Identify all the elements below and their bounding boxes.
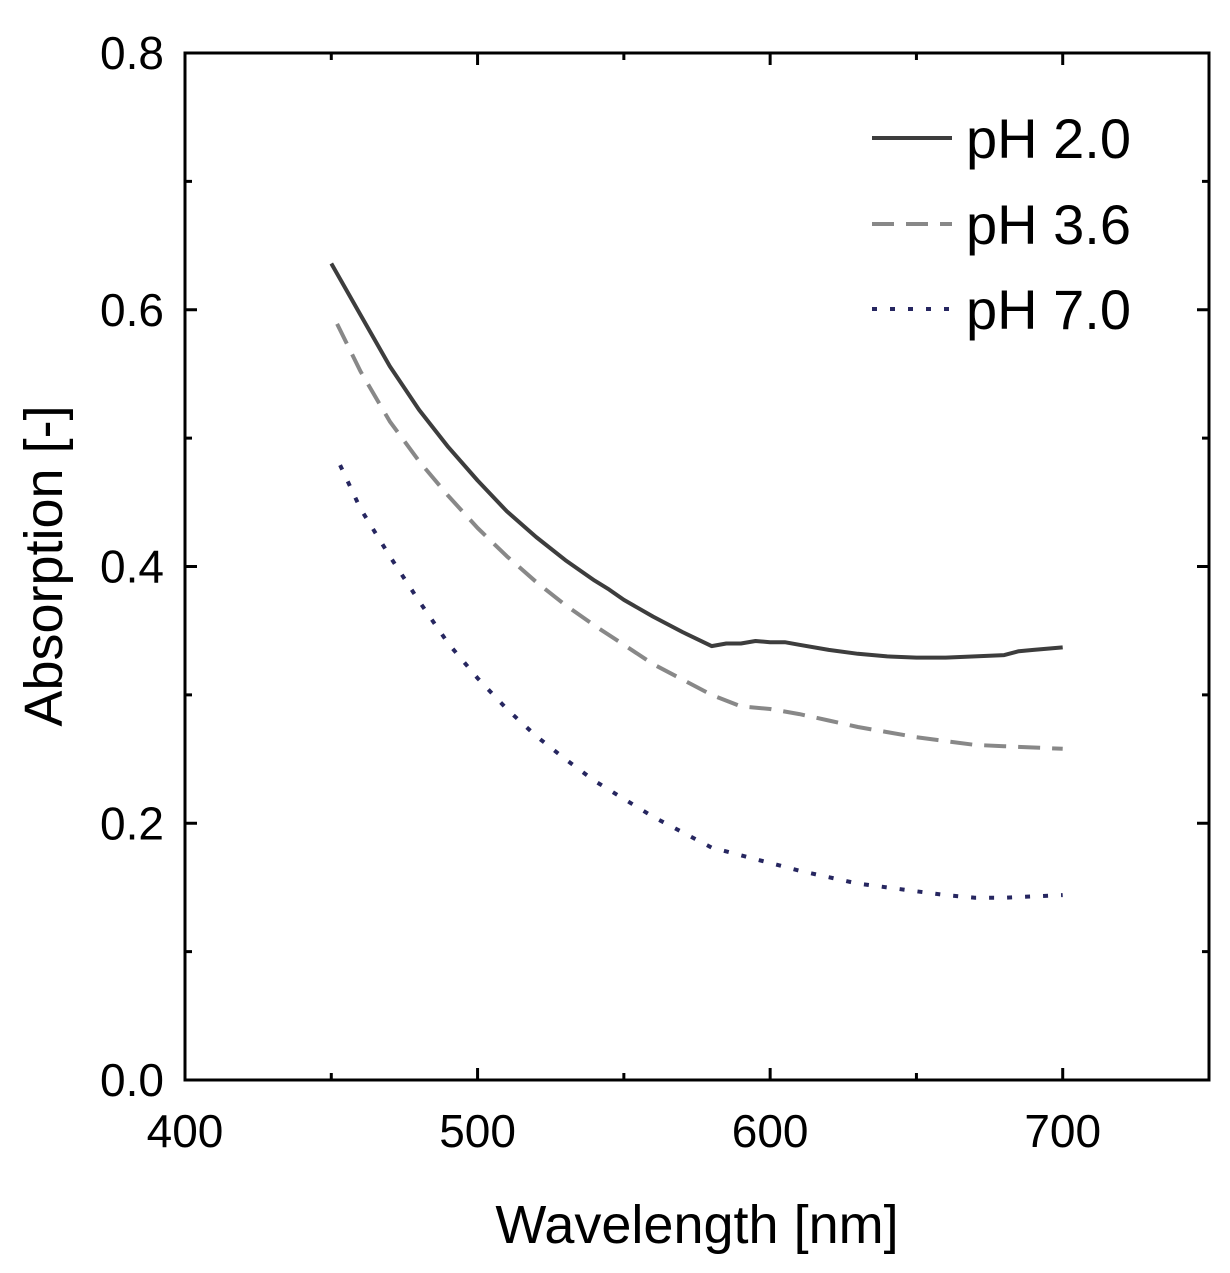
- x-tick-label: 700: [1024, 1105, 1101, 1157]
- legend-label-ph-7-0: pH 7.0: [966, 278, 1131, 341]
- x-tick-label: 500: [439, 1105, 516, 1157]
- x-tick-label: 600: [732, 1105, 809, 1157]
- x-tick-labels: 400 500 600 700: [147, 1105, 1101, 1157]
- y-tick-label: 0.6: [100, 284, 164, 336]
- y-tick-label: 0.0: [100, 1054, 164, 1106]
- y-axis-title: Absorption [-]: [14, 405, 74, 726]
- y-tick-label: 0.8: [100, 27, 164, 79]
- y-tick-labels: 0.0 0.2 0.4 0.6 0.8: [100, 27, 164, 1106]
- series-line-ph-3-6: [335, 323, 1063, 751]
- axis-ticks: [183, 51, 1209, 1082]
- series-layer: [329, 262, 1063, 900]
- series-line-ph-7-0: [338, 464, 1063, 900]
- x-tick-label: 400: [147, 1105, 224, 1157]
- legend: pH 2.0 pH 3.6 pH 7.0: [872, 107, 1131, 341]
- y-tick-label: 0.4: [100, 541, 164, 593]
- y-tick-label: 0.2: [100, 797, 164, 849]
- legend-label-ph-2-0: pH 2.0: [966, 107, 1131, 170]
- x-axis-title: Wavelength [nm]: [495, 1195, 898, 1255]
- legend-label-ph-3-6: pH 3.6: [966, 193, 1131, 256]
- series-line-ph-2-0: [329, 262, 1063, 660]
